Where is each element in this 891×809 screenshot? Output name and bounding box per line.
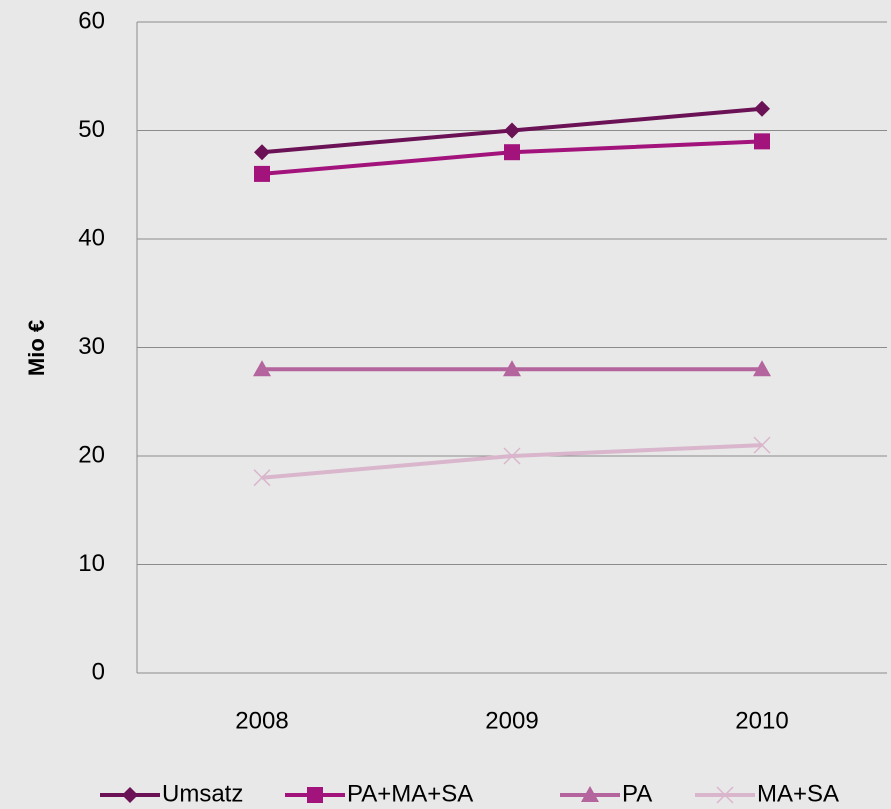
legend-label: PA+MA+SA	[347, 780, 473, 807]
point	[254, 165, 270, 182]
point	[753, 360, 771, 377]
point	[504, 144, 520, 161]
point	[754, 133, 770, 150]
legend-label: Umsatz	[162, 780, 243, 807]
point	[503, 447, 521, 465]
point	[503, 360, 521, 377]
x-tick-label: 2008	[235, 707, 288, 734]
point	[254, 144, 270, 161]
y-tick-label: 20	[78, 441, 105, 468]
legend-marker	[581, 786, 599, 802]
legend-marker	[716, 786, 734, 804]
y-tick-label: 60	[78, 7, 105, 34]
legend-label: MA+SA	[757, 780, 839, 807]
point	[753, 436, 771, 454]
y-tick-label: 10	[78, 550, 105, 577]
point	[754, 100, 770, 117]
x-tick-label: 2009	[485, 707, 538, 734]
y-tick-label: 0	[92, 658, 105, 685]
y-tick-label: 30	[78, 333, 105, 360]
point	[504, 122, 520, 139]
point	[253, 469, 271, 487]
point	[253, 360, 271, 377]
legend-label: PA	[622, 780, 652, 807]
y-axis-label: Mio €	[24, 320, 49, 376]
y-tick-label: 40	[78, 224, 105, 251]
x-tick-label: 2010	[735, 707, 788, 734]
legend-marker	[307, 787, 323, 803]
y-tick-label: 50	[78, 116, 105, 143]
legend-marker	[122, 787, 138, 803]
